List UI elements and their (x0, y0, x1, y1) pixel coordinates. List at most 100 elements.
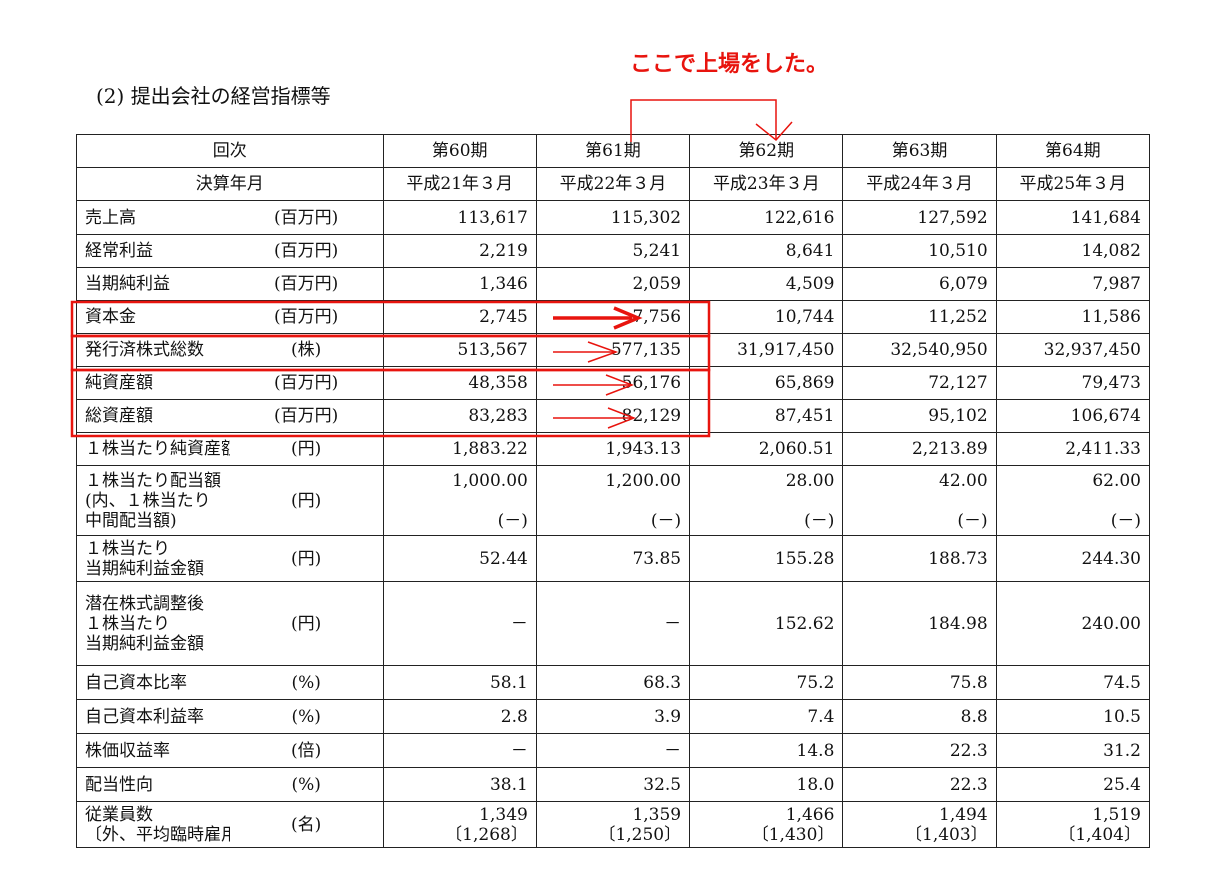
value-line: 152.62 (774, 613, 835, 634)
value-line: 1,466 (785, 804, 835, 825)
value-cell: 75.8 (842, 665, 997, 700)
row-item-label: 従業員数〔外、平均臨時雇用人員〕 (75, 801, 230, 848)
value-cell: 11,252 (842, 300, 997, 334)
value-cell: 95,102 (842, 399, 997, 433)
value-cell: 106,674 (995, 399, 1151, 433)
value-cell: － (382, 733, 537, 768)
period-header: 第61期 (535, 134, 691, 168)
row-item-label: 経常利益 (75, 234, 230, 268)
unit-label: (倍) (229, 733, 384, 768)
value-cell: 31.2 (995, 733, 1151, 768)
value-line: 1,346 (479, 274, 528, 294)
value-cell: 141,684 (995, 200, 1151, 235)
unit-label: (円) (229, 581, 384, 666)
value-line: 22.3 (949, 740, 988, 761)
unit-label: (円) (229, 465, 384, 536)
table-header-row: 回次 第60期 第61期 第62期 第63期 第64期 (76, 134, 1151, 168)
unit-label: (名) (229, 801, 384, 848)
row-item-label: 自己資本比率 (75, 665, 230, 700)
item-label-line: １株当たり (85, 613, 170, 634)
value-line: 2.8 (500, 706, 528, 727)
value-line: 38.1 (489, 774, 528, 795)
value-line: 14,082 (1081, 241, 1141, 261)
value-line: 6,079 (939, 274, 988, 294)
row-item-label: 配当性向 (75, 767, 230, 802)
value-cell: 22.3 (842, 733, 997, 768)
row-item-label: 総資産額 (75, 399, 230, 433)
value-cell: 56,176 (535, 366, 691, 400)
value-cell: 38.1 (382, 767, 537, 802)
value-line: 95,102 (928, 406, 988, 426)
value-cell: － (382, 581, 537, 666)
value-cell: 240.00 (995, 581, 1151, 666)
value-line: 141,684 (1070, 207, 1141, 228)
value-cell: 14,082 (995, 234, 1151, 268)
item-label-line: 当期純利益金額 (85, 633, 204, 654)
value-cell: 7.4 (689, 699, 844, 734)
value-line: － (664, 740, 682, 761)
value-line: 2,060.51 (758, 439, 835, 459)
value-line: 122,616 (764, 207, 835, 228)
value-cell: 52.44 (382, 535, 537, 582)
table-row: 配当性向 (%) 38.1 32.5 18.0 22.3 25.4 (75, 767, 1151, 802)
item-label-line: 当期純利益金額 (85, 558, 204, 579)
value-line: 79,473 (1081, 373, 1141, 393)
value-line: 5,241 (632, 241, 682, 261)
row-item-label: 資本金 (75, 300, 230, 334)
value-cell: 1,349 〔1,268〕 (382, 801, 537, 848)
fiscal-date-header: 平成25年３月 (995, 167, 1151, 201)
value-line: 188.73 (928, 548, 988, 569)
item-label-line: 純資産額 (85, 373, 153, 393)
value-line: 73.85 (632, 548, 682, 569)
fiscal-date-header: 平成23年３月 (689, 167, 844, 201)
value-cell: 155.28 (689, 535, 844, 582)
value-cell: 10,510 (842, 234, 997, 268)
row-item-label: 発行済株式総数 (75, 333, 230, 367)
value-cell: 188.73 (842, 535, 997, 582)
value-cell: － (535, 581, 691, 666)
value-line: 577,135 (610, 340, 682, 360)
unit-label: (%) (229, 767, 384, 802)
value-line: 8,641 (785, 241, 835, 261)
item-label-line: 売上高 (85, 207, 136, 228)
row-item-label: 自己資本利益率 (75, 699, 230, 734)
value-line: 10,510 (928, 241, 988, 261)
value-line: 11,586 (1081, 307, 1141, 327)
unit-label: (百万円) (229, 300, 384, 334)
table-row: １株当たり 当期純利益金額 (円) 52.44 73.85 155.28 188.73 244… (75, 535, 1151, 582)
value-cell: 25.4 (995, 767, 1151, 802)
value-cell: 42.00 (－) (842, 465, 997, 536)
value-line: － (510, 740, 528, 761)
item-label-line: 当期純利益 (85, 274, 170, 294)
value-cell: 2,411.33 (995, 432, 1151, 466)
value-line: 56,176 (621, 373, 682, 393)
table-row: 当期純利益 (百万円) 1,346 2,059 4,509 6,079 7,987 (75, 267, 1151, 301)
unit-label: (百万円) (229, 366, 384, 400)
value-cell: 32.5 (535, 767, 691, 802)
value-line: 65,869 (774, 373, 835, 393)
item-label-line: 従業員数 (85, 804, 153, 825)
unit-label: (%) (229, 665, 384, 700)
value-line: 74.5 (1103, 672, 1141, 693)
value-line: － (510, 613, 528, 634)
value-line (545, 491, 681, 511)
value-cell: 32,937,450 (995, 333, 1151, 367)
value-cell: 122,616 (689, 200, 844, 235)
value-line: 4,509 (785, 274, 835, 294)
fiscal-date-header: 平成24年３月 (842, 167, 997, 201)
item-label-line: 配当性向 (85, 774, 153, 795)
value-cell: 1,883.22 (382, 432, 537, 466)
value-cell: 87,451 (689, 399, 844, 433)
value-line: 184.98 (928, 613, 988, 634)
value-cell: 28.00 (－) (689, 465, 844, 536)
unit-label: (百万円) (229, 200, 384, 235)
value-line: 8.8 (960, 706, 988, 727)
row-item-label: １株当たり純資産額 (75, 432, 230, 466)
value-line: － (664, 613, 682, 634)
value-line: 3.9 (654, 706, 682, 727)
unit-label: (百万円) (229, 234, 384, 268)
table-header-row: 決算年月 平成21年３月 平成22年３月 平成23年３月 平成24年３月 平成25年３月 (76, 167, 1151, 201)
value-line: 1,000.00 (452, 470, 528, 491)
table-row: 自己資本利益率 (%) 2.8 3.9 7.4 8.8 10.5 (75, 699, 1151, 734)
item-label-line: 総資産額 (85, 406, 153, 426)
